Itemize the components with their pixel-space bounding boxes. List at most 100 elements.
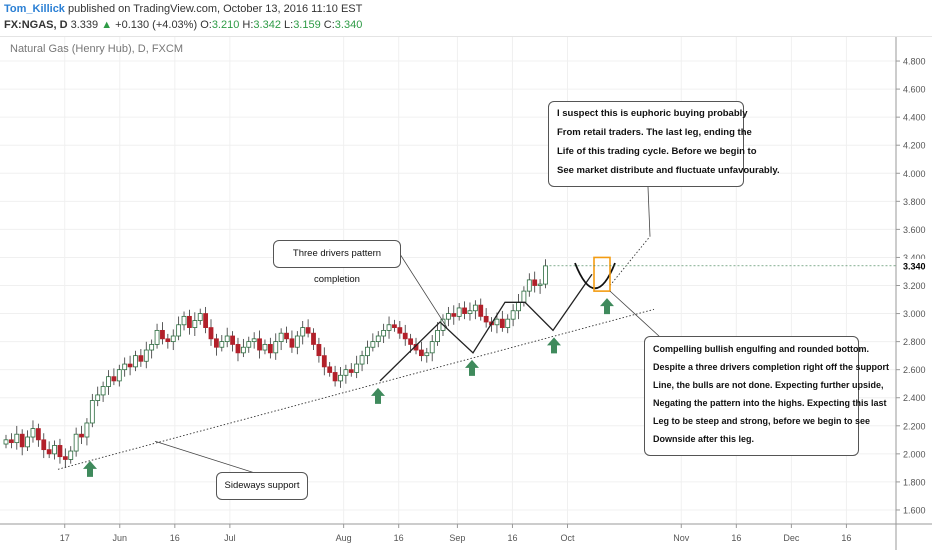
candle-body	[165, 338, 171, 343]
candle-body	[106, 376, 111, 387]
top-annotation[interactable]: I suspect this is euphoric buying probab…	[548, 101, 780, 187]
candle-body	[273, 341, 279, 354]
candle	[46, 441, 52, 459]
candle-body	[246, 341, 252, 348]
candle	[408, 333, 414, 353]
candle-body	[343, 369, 349, 376]
candle	[203, 306, 209, 334]
candle-body	[419, 349, 424, 357]
candle	[224, 327, 230, 348]
candle-body	[84, 422, 90, 438]
candle-body	[278, 332, 284, 343]
candle	[187, 309, 192, 335]
candle	[338, 367, 343, 388]
y-tick-label: 3.000	[903, 309, 926, 319]
candle-body	[257, 338, 262, 351]
candle	[359, 350, 365, 372]
x-tick-label: 16	[170, 533, 180, 543]
candle-body	[516, 301, 521, 312]
candle	[445, 306, 451, 327]
chart-title: Natural Gas (Henry Hub), D, FXCM	[10, 43, 183, 55]
candle	[451, 305, 457, 325]
candle-body	[316, 344, 322, 357]
candle	[251, 332, 257, 349]
callout-line	[647, 186, 651, 237]
candle-body	[294, 335, 300, 348]
y-tick-label: 4.400	[903, 113, 926, 123]
x-tick-label: Oct	[561, 533, 576, 543]
candle-body	[41, 439, 47, 451]
sideways-annotation[interactable]: Sideways support	[216, 472, 308, 500]
candle-body	[472, 304, 478, 312]
candle	[354, 355, 360, 379]
candle-body	[154, 329, 160, 345]
symbol[interactable]: FX:NGAS, D	[4, 19, 68, 31]
price-chart[interactable]: Natural Gas (Henry Hub), D, FXCM 4.8004.…	[0, 37, 932, 550]
candle	[19, 429, 25, 456]
candle	[73, 427, 79, 457]
candle-body	[14, 433, 20, 444]
open-value: 3.210	[211, 19, 240, 31]
bottom-annotation[interactable]: Compelling bullish engulfing and rounded…	[644, 336, 889, 456]
candle	[456, 303, 462, 321]
close-value: 3.340	[334, 19, 363, 31]
x-tick-label: Nov	[673, 533, 690, 543]
projection-line	[609, 236, 651, 286]
candle-body	[462, 307, 467, 314]
candle-body	[240, 346, 246, 354]
candle-body	[386, 324, 392, 331]
candle-body	[499, 318, 505, 328]
candle	[424, 347, 430, 363]
candle	[62, 448, 68, 468]
y-tick-label: 1.800	[903, 477, 926, 487]
candle	[462, 301, 467, 320]
y-tick-label: 2.200	[903, 421, 926, 431]
candle	[327, 361, 333, 377]
y-tick-label: 1.600	[903, 505, 926, 515]
candle	[305, 319, 311, 338]
candle-body	[73, 433, 79, 452]
callout-line	[154, 440, 256, 474]
candle	[35, 423, 41, 447]
candle-body	[289, 338, 295, 348]
candle	[219, 335, 225, 352]
y-tick-label: 4.200	[903, 141, 926, 151]
candle	[311, 328, 316, 351]
candle	[84, 418, 90, 446]
candle-body	[392, 324, 397, 328]
candle	[214, 333, 219, 356]
candle-body	[79, 433, 84, 438]
up-triangle-icon: ▲	[101, 19, 113, 31]
x-tick-label: Sep	[449, 533, 465, 543]
up-arrow-icon	[83, 460, 97, 477]
open-label: O:	[200, 19, 212, 31]
candle-body	[224, 335, 230, 343]
candle-body	[284, 332, 289, 340]
candle-body	[52, 445, 57, 455]
candle	[122, 357, 128, 377]
support-trendline	[57, 308, 655, 470]
candle-body	[89, 400, 95, 424]
candle	[510, 304, 516, 327]
candle	[111, 368, 117, 386]
author-link[interactable]: Tom_Killick	[4, 3, 65, 15]
candle-body	[8, 439, 14, 444]
candle-body	[429, 341, 435, 354]
candle	[478, 298, 484, 321]
note-line: See market distribute and fluctuate unfa…	[557, 165, 780, 176]
candle	[154, 323, 160, 349]
candle	[321, 347, 327, 376]
current-price-tag: 3.340	[545, 258, 931, 273]
candle	[143, 341, 149, 369]
chart-area[interactable]: Natural Gas (Henry Hub), D, FXCM 4.800 4.…	[0, 37, 932, 550]
three-drivers-annotation[interactable]: Three drivers pattern completion	[273, 240, 401, 285]
y-tick-label: 4.600	[903, 85, 926, 95]
x-tick-label: 17	[60, 533, 70, 543]
candle-body	[526, 279, 532, 292]
candle-body	[133, 355, 138, 368]
candle-body	[68, 450, 74, 460]
candle	[402, 324, 408, 346]
high-value: 3.342	[253, 19, 281, 31]
candle	[289, 330, 295, 353]
candle	[165, 333, 171, 349]
